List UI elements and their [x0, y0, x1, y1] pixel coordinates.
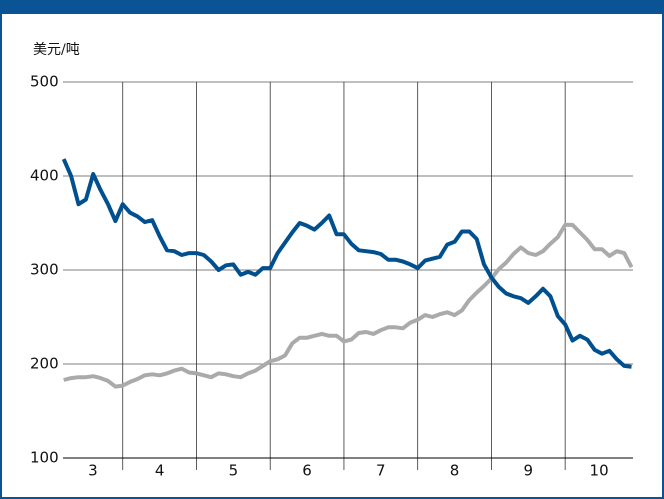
x-tick-label: 3 — [88, 462, 98, 480]
y-tick-label: 400 — [30, 167, 59, 185]
series-line — [61, 158, 632, 369]
x-tick-label: 5 — [229, 462, 239, 480]
series-line — [63, 222, 634, 389]
x-tick-label: 9 — [524, 462, 534, 480]
x-tick-label: 8 — [450, 462, 460, 480]
x-tick-label: 4 — [155, 462, 165, 480]
y-tick-label: 300 — [30, 261, 59, 279]
y-tick-label: 100 — [30, 449, 59, 467]
y-tick-label: 200 — [30, 355, 59, 373]
header-bar — [0, 0, 664, 14]
y-tick-label: 500 — [30, 73, 59, 91]
x-tick-label: 10 — [590, 462, 609, 480]
unit-label: 美元/吨 — [33, 42, 80, 58]
x-tick-label: 7 — [376, 462, 386, 480]
x-tick-label: 6 — [302, 462, 312, 480]
